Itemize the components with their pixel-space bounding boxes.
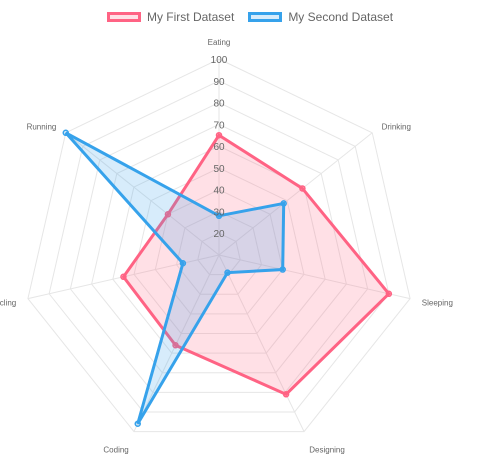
legend-swatch-second-dataset (248, 12, 283, 22)
grid-spoke (218, 254, 305, 432)
legend-label-first-dataset: My First Dataset (146, 10, 235, 24)
point-label-cycling: Cycling (0, 298, 16, 307)
grid-ring (112, 145, 326, 354)
radial-tick-label: 40 (213, 186, 225, 197)
radial-tick-label: 70 (213, 120, 225, 131)
radial-tick-label: 60 (213, 142, 225, 153)
grid-ring (154, 189, 284, 315)
grid-ring (48, 80, 390, 413)
data-point-2 (279, 266, 286, 273)
legend-swatch-first-dataset (106, 12, 141, 22)
data-point-2 (280, 200, 287, 207)
legend-item-first-dataset[interactable]: My First Dataset (106, 10, 235, 24)
grid-ring (91, 123, 347, 374)
radial-tick-label: 30 (213, 207, 225, 218)
data-point-2 (215, 212, 223, 220)
radial-tick-label: 50 (213, 164, 225, 175)
series-area-2 (64, 131, 286, 425)
grid-ring (133, 167, 305, 334)
data-point-2 (224, 269, 231, 276)
data-point-1 (299, 185, 306, 192)
grid-spoke (65, 132, 220, 256)
point-label-eating: Eating (208, 38, 231, 47)
point-label-designing: Designing (309, 445, 345, 454)
data-point-1 (120, 273, 127, 281)
data-point-1 (215, 131, 223, 139)
radial-tick-label: 100 (211, 55, 228, 66)
legend-label-second-dataset: My Second Dataset (288, 10, 394, 24)
point-label-drinking: Drinking (382, 122, 411, 131)
grid-ring (175, 210, 263, 295)
point-label-running: Running (27, 122, 57, 131)
point-label-sleeping: Sleeping (422, 298, 453, 307)
grid-ring (197, 232, 241, 276)
data-point-2 (134, 420, 141, 427)
grid-spoke (218, 132, 373, 256)
grid-ring (27, 58, 411, 433)
radial-tick-label: 90 (213, 77, 225, 88)
legend-item-second-dataset[interactable]: My Second Dataset (248, 10, 393, 24)
data-point-2 (179, 259, 187, 267)
data-point-2 (62, 129, 70, 137)
data-point-1 (164, 211, 172, 218)
radial-tick-label: 20 (213, 229, 225, 240)
data-point-1 (282, 391, 290, 398)
data-point-1 (385, 290, 393, 298)
grid-ring (69, 102, 369, 393)
data-point-1 (172, 342, 179, 349)
point-label-coding: Coding (103, 445, 128, 454)
grid-spoke (218, 254, 411, 300)
chart-legend: My First Dataset My Second Dataset (0, 10, 500, 24)
radial-tick-label: 80 (213, 99, 225, 110)
